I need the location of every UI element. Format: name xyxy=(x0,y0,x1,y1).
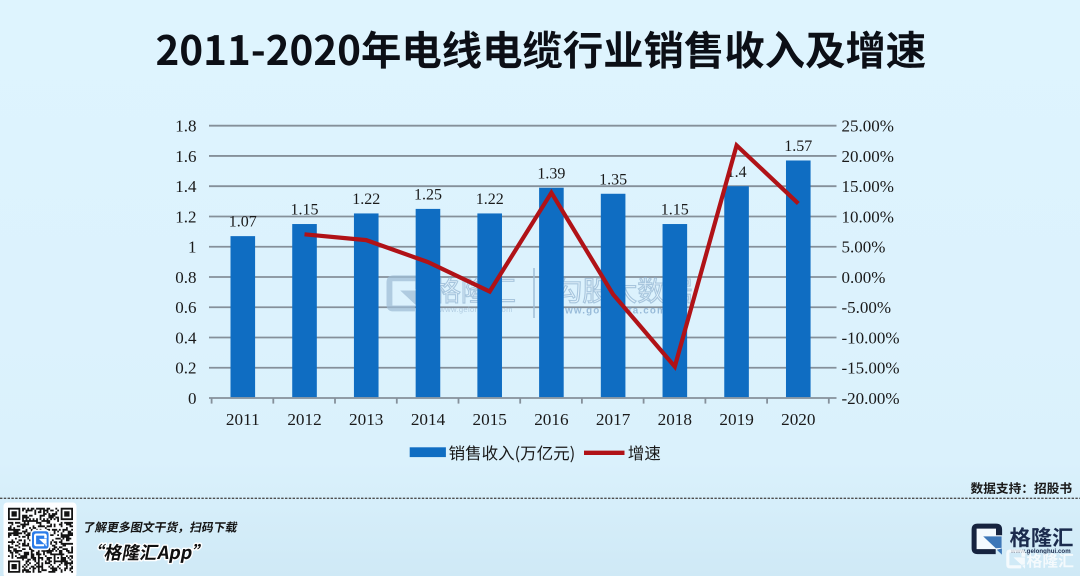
svg-text:-10.00%: -10.00% xyxy=(842,328,900,347)
svg-text:2015: 2015 xyxy=(473,410,507,429)
svg-text:1.8: 1.8 xyxy=(175,117,196,136)
svg-text:1.25: 1.25 xyxy=(414,187,442,204)
svg-text:2019: 2019 xyxy=(719,410,753,429)
svg-text:10.00%: 10.00% xyxy=(842,207,894,226)
svg-text:-5.00%: -5.00% xyxy=(842,298,892,317)
svg-text:1: 1 xyxy=(188,238,197,257)
svg-text:0.6: 0.6 xyxy=(175,298,196,317)
svg-text:5.00%: 5.00% xyxy=(842,238,886,257)
svg-text:1.6: 1.6 xyxy=(175,147,196,166)
svg-text:15.00%: 15.00% xyxy=(842,177,894,196)
svg-text:1.22: 1.22 xyxy=(476,191,504,208)
svg-text:2014: 2014 xyxy=(411,410,446,429)
svg-text:0.4: 0.4 xyxy=(175,328,197,347)
svg-text:www.gelonghui.com: www.gelonghui.com xyxy=(438,305,513,314)
svg-text:1.57: 1.57 xyxy=(784,138,812,155)
svg-text:20.00%: 20.00% xyxy=(842,147,894,166)
svg-text:www.gelonghui.com: www.gelonghui.com xyxy=(1010,548,1071,555)
svg-text:0.8: 0.8 xyxy=(175,268,196,287)
svg-text:-15.00%: -15.00% xyxy=(842,359,900,378)
svg-text:1.07: 1.07 xyxy=(229,214,257,231)
svg-text:1.4: 1.4 xyxy=(175,177,197,196)
svg-text:1.2: 1.2 xyxy=(175,207,196,226)
svg-text:1.35: 1.35 xyxy=(599,171,627,188)
svg-text:2011: 2011 xyxy=(226,410,260,429)
svg-text:2017: 2017 xyxy=(596,410,631,429)
svg-text:2018: 2018 xyxy=(658,410,692,429)
svg-text:1.15: 1.15 xyxy=(661,202,689,219)
svg-text:2013: 2013 xyxy=(349,410,383,429)
svg-text:1.15: 1.15 xyxy=(291,202,319,219)
svg-text:0: 0 xyxy=(188,389,197,408)
svg-text:1.22: 1.22 xyxy=(352,191,380,208)
svg-text:1.39: 1.39 xyxy=(537,165,565,182)
svg-text:2012: 2012 xyxy=(287,410,321,429)
svg-text:2016: 2016 xyxy=(534,410,569,429)
svg-text:-20.00%: -20.00% xyxy=(842,389,900,408)
svg-text:0.2: 0.2 xyxy=(175,359,196,378)
svg-text:25.00%: 25.00% xyxy=(842,117,894,136)
svg-text:0.00%: 0.00% xyxy=(842,268,886,287)
svg-text:2020: 2020 xyxy=(781,410,815,429)
